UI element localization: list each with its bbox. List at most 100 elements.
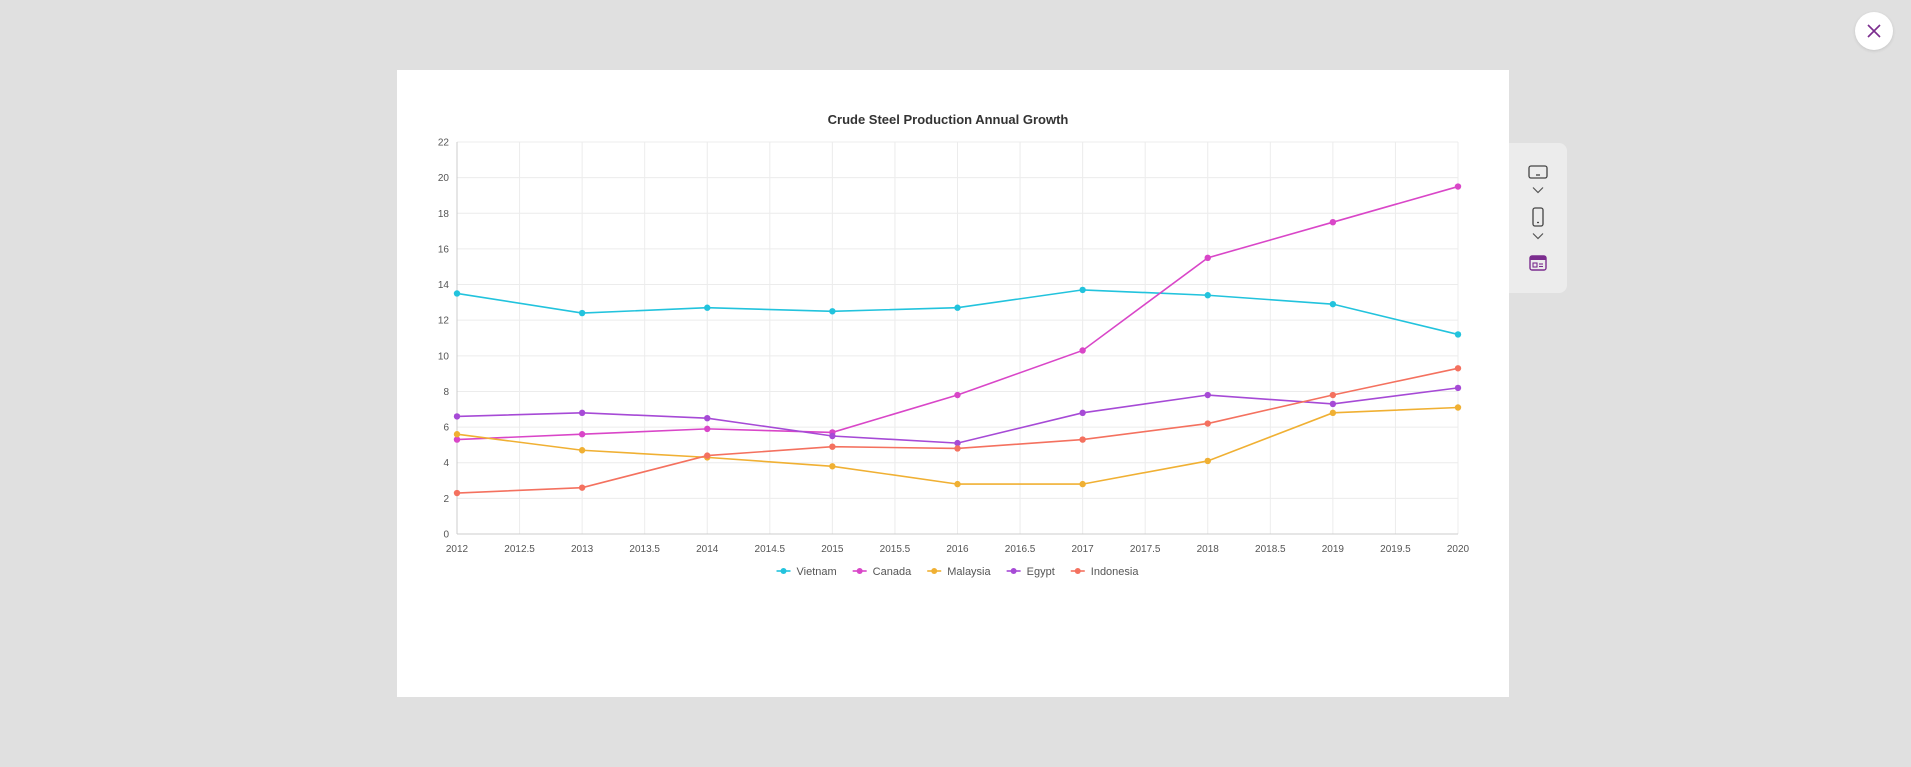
- line-chart: Crude Steel Production Annual Growth 0 2 4…: [438, 112, 1470, 578]
- phone-portrait-icon: [1532, 207, 1544, 227]
- data-point: [1204, 254, 1211, 262]
- axes: 0 2 4 6 8 10 12 14 16 18 20 22 2012 2012.5 2013 2013.5 2…: [438, 138, 1470, 556]
- x-tick-label: 2014: [696, 544, 719, 555]
- legend-marker-dot: [1010, 568, 1017, 574]
- y-tick-label: 0: [443, 530, 449, 541]
- y-tick-label: 22: [438, 138, 450, 149]
- y-tick-label: 8: [443, 387, 449, 398]
- data-point: [453, 489, 461, 497]
- data-point: [1079, 436, 1086, 443]
- data-point: [453, 431, 461, 438]
- y-tick-label: 6: [443, 423, 449, 434]
- data-point: [1329, 300, 1337, 308]
- legend-marker-dot: [856, 568, 863, 574]
- chart-card: Crude Steel Production Annual Growth 0 2 4…: [397, 70, 1509, 697]
- chevron-down-icon: [1532, 187, 1544, 194]
- tablet-view-dropdown[interactable]: [1531, 185, 1545, 195]
- data-point: [1454, 331, 1462, 338]
- x-tick-label: 2018: [1197, 544, 1220, 555]
- data-point: [829, 308, 836, 315]
- y-tick-label: 2: [443, 494, 449, 505]
- data-point: [1204, 420, 1211, 427]
- data-point: [704, 425, 711, 433]
- data-point: [1329, 409, 1337, 417]
- x-tick-label: 2019.5: [1380, 544, 1411, 555]
- data-point: [578, 309, 586, 317]
- legend-marker-dot: [1074, 568, 1081, 574]
- legend-marker-dot: [931, 568, 938, 574]
- phone-view-button[interactable]: [1523, 203, 1553, 231]
- y-tick-label: 4: [443, 458, 449, 469]
- x-tick-label: 2016.5: [1005, 544, 1036, 555]
- series-layer: [453, 183, 1462, 497]
- x-tick-label: 2020: [1447, 544, 1470, 555]
- data-point: [1079, 347, 1086, 354]
- data-point: [453, 290, 461, 297]
- data-point: [829, 463, 836, 470]
- data-point: [1454, 384, 1462, 392]
- phone-view-dropdown[interactable]: [1531, 231, 1545, 241]
- data-point: [704, 414, 711, 422]
- data-point: [829, 432, 836, 440]
- x-tick-label: 2015.5: [880, 544, 911, 555]
- data-point: [704, 304, 711, 311]
- data-point: [1204, 457, 1211, 465]
- x-tick-label: 2016: [946, 544, 969, 555]
- chevron-down-icon: [1532, 233, 1544, 240]
- web-layout-icon: [1529, 255, 1547, 271]
- x-tick-label: 2012.5: [504, 544, 535, 555]
- data-point: [1079, 409, 1086, 417]
- data-point: [1454, 183, 1462, 190]
- data-point: [954, 480, 961, 488]
- data-point: [1329, 218, 1337, 226]
- legend: Vietnam Canada Malaysia Egypt Indonesia: [776, 566, 1140, 578]
- x-tick-label: 2019: [1322, 544, 1345, 555]
- legend-label: Indonesia: [1091, 566, 1140, 578]
- y-tick-label: 16: [438, 244, 450, 255]
- x-tick-label: 2015: [821, 544, 844, 555]
- legend-label: Malaysia: [947, 566, 991, 578]
- data-point: [1329, 400, 1337, 408]
- x-tick-label: 2013: [571, 544, 594, 555]
- data-point: [704, 452, 711, 459]
- y-tick-label: 10: [438, 351, 450, 362]
- tablet-view-button[interactable]: [1523, 158, 1553, 186]
- legend-marker-dot: [780, 568, 787, 574]
- data-point: [954, 304, 961, 311]
- x-tick-label: 2012: [446, 544, 469, 555]
- data-point: [829, 443, 836, 450]
- x-tick-label: 2018.5: [1255, 544, 1286, 555]
- data-point: [578, 484, 586, 491]
- data-point: [1454, 365, 1462, 372]
- data-point: [578, 409, 586, 417]
- legend-label: Egypt: [1027, 566, 1055, 578]
- y-tick-label: 12: [438, 316, 450, 327]
- x-tick-label: 2014.5: [755, 544, 786, 555]
- data-point: [954, 439, 961, 447]
- data-point: [578, 447, 586, 454]
- data-point: [453, 436, 461, 443]
- data-point: [1204, 292, 1211, 299]
- close-button[interactable]: [1855, 12, 1893, 50]
- x-tick-label: 2013.5: [629, 544, 660, 555]
- data-point: [453, 413, 461, 420]
- y-tick-label: 18: [438, 209, 450, 220]
- x-tick-label: 2017: [1072, 544, 1095, 555]
- legend-label: Canada: [873, 566, 912, 578]
- close-icon: [1867, 24, 1881, 38]
- data-point: [954, 391, 961, 399]
- data-point: [954, 445, 961, 452]
- tablet-landscape-icon: [1528, 165, 1548, 179]
- legend-label: Vietnam: [797, 566, 837, 578]
- data-point: [1454, 404, 1462, 411]
- data-point: [578, 431, 586, 438]
- x-tick-label: 2017.5: [1130, 544, 1161, 555]
- data-point: [1079, 286, 1086, 294]
- y-tick-label: 20: [438, 173, 450, 184]
- data-point: [1204, 391, 1211, 399]
- chart-title: Crude Steel Production Annual Growth: [828, 112, 1069, 127]
- y-tick-label: 14: [438, 280, 450, 291]
- data-point: [1079, 480, 1086, 488]
- web-view-button[interactable]: [1523, 249, 1553, 277]
- preview-toolbar: [1509, 143, 1567, 293]
